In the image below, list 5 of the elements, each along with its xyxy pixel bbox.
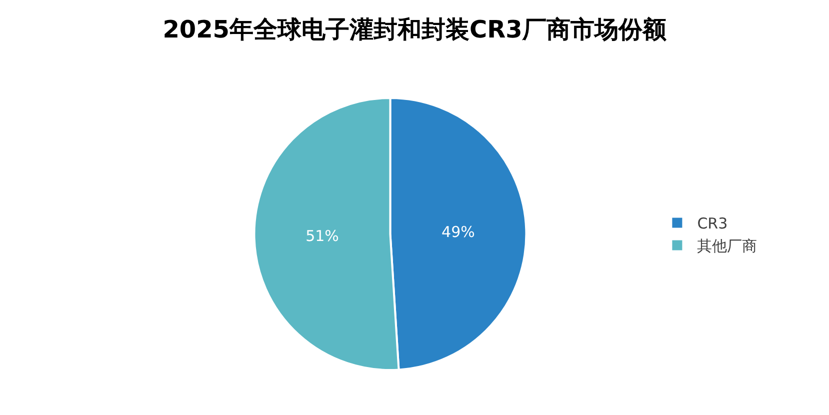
chart-title: 2025年全球电子灌封和封装CR3厂商市场份额 (162, 15, 668, 44)
data-label: 49% (442, 222, 475, 241)
data-label: 51% (306, 227, 339, 246)
legend-label: CR3 (697, 214, 728, 233)
legend-label: 其他厂商 (697, 237, 758, 256)
